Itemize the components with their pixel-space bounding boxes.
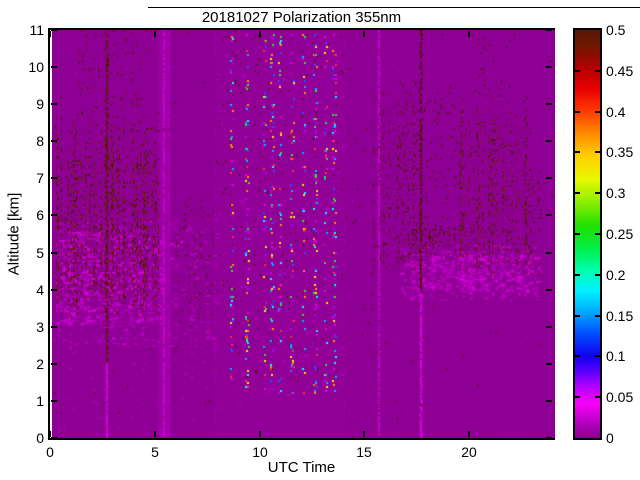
y-tick-mark-right	[546, 140, 552, 142]
y-tick-mark-right	[546, 177, 552, 179]
chart-title: 20181027 Polarization 355nm	[201, 9, 402, 26]
x-tick-mark	[259, 431, 261, 437]
x-tick-mark-top	[468, 31, 470, 37]
y-tick-label: 7	[36, 170, 44, 186]
y-tick-mark-right	[546, 363, 552, 365]
x-tick-label: 0	[46, 444, 54, 460]
y-tick-label: 4	[36, 282, 44, 298]
y-tick-mark-right	[546, 103, 552, 105]
colorbar-tick-label: 0.05	[606, 389, 634, 405]
colorbar-tick-mark	[575, 70, 580, 72]
colorbar-tick-label: 0.3	[606, 185, 626, 201]
colorbar-tick-mark-right	[595, 192, 600, 194]
x-tick-label: 10	[252, 444, 268, 460]
x-tick-mark-top	[49, 31, 51, 37]
colorbar-tick-mark-right	[595, 315, 600, 317]
colorbar-tick-mark	[575, 315, 580, 317]
y-tick-mark	[51, 289, 57, 291]
y-tick-mark	[51, 252, 57, 254]
y-tick-mark	[51, 363, 57, 365]
y-tick-mark	[51, 326, 57, 328]
y-tick-label: 5	[36, 245, 44, 261]
colorbar-tick-mark	[575, 111, 580, 113]
x-tick-label: 20	[461, 444, 477, 460]
x-tick-mark-top	[154, 31, 156, 37]
colorbar-tick-mark-right	[595, 233, 600, 235]
colorbar-tick-label: 0.2	[606, 267, 626, 283]
y-tick-label: 10	[28, 59, 44, 75]
x-tick-label: 15	[356, 444, 372, 460]
y-tick-label: 9	[36, 96, 44, 112]
colorbar-tick-mark-right	[595, 111, 600, 113]
y-tick-mark-right	[546, 400, 552, 402]
window-top-border	[148, 7, 640, 8]
colorbar-tick-label: 0.15	[606, 308, 634, 324]
colorbar-tick-mark-right	[595, 396, 600, 398]
y-tick-mark	[51, 140, 57, 142]
y-tick-mark	[51, 400, 57, 402]
y-tick-mark	[51, 214, 57, 216]
y-tick-mark	[51, 437, 57, 439]
colorbar-tick-mark	[575, 274, 580, 276]
heatmap-canvas	[52, 30, 555, 438]
y-tick-mark	[51, 66, 57, 68]
plot-frame	[48, 28, 555, 440]
x-tick-mark	[363, 431, 365, 437]
colorbar-tick-label: 0.35	[606, 144, 634, 160]
colorbar-tick-mark-right	[595, 70, 600, 72]
y-tick-mark	[51, 29, 57, 31]
y-tick-mark-right	[546, 252, 552, 254]
colorbar-tick-mark	[575, 233, 580, 235]
x-tick-label: 5	[151, 444, 159, 460]
y-tick-mark-right	[546, 214, 552, 216]
colorbar-tick-mark	[575, 151, 580, 153]
x-tick-mark	[49, 431, 51, 437]
colorbar-tick-mark	[575, 396, 580, 398]
colorbar-tick-mark	[575, 355, 580, 357]
y-tick-label: 8	[36, 133, 44, 149]
x-axis-label: UTC Time	[267, 459, 336, 476]
y-tick-label: 11	[29, 22, 44, 38]
y-tick-mark-right	[546, 437, 552, 439]
x-tick-mark	[468, 431, 470, 437]
x-tick-mark-top	[259, 31, 261, 37]
y-tick-label: 0	[36, 430, 44, 446]
colorbar-tick-label: 0.4	[606, 104, 626, 120]
colorbar-tick-mark-right	[595, 355, 600, 357]
y-tick-label: 6	[36, 207, 44, 223]
y-tick-mark-right	[546, 326, 552, 328]
y-tick-label: 1	[36, 393, 44, 409]
y-tick-mark	[51, 177, 57, 179]
colorbar-tick-label: 0.25	[606, 226, 634, 242]
colorbar-tick-mark-right	[595, 274, 600, 276]
colorbar-tick-label: 0	[606, 430, 614, 446]
y-tick-mark-right	[546, 289, 552, 291]
colorbar-tick-mark-right	[595, 151, 600, 153]
colorbar-tick-label: 0.5	[606, 22, 626, 38]
colorbar-tick-label: 0.1	[606, 348, 626, 364]
colorbar-tick-mark	[575, 192, 580, 194]
colorbar-tick-label: 0.45	[606, 63, 634, 79]
x-tick-mark-top	[363, 31, 365, 37]
y-tick-label: 3	[36, 319, 44, 335]
y-tick-mark-right	[546, 66, 552, 68]
y-tick-mark-right	[546, 29, 552, 31]
y-tick-mark	[51, 103, 57, 105]
x-tick-mark	[154, 431, 156, 437]
y-tick-label: 2	[36, 356, 44, 372]
y-axis-label: Altitude [km]	[5, 192, 23, 276]
